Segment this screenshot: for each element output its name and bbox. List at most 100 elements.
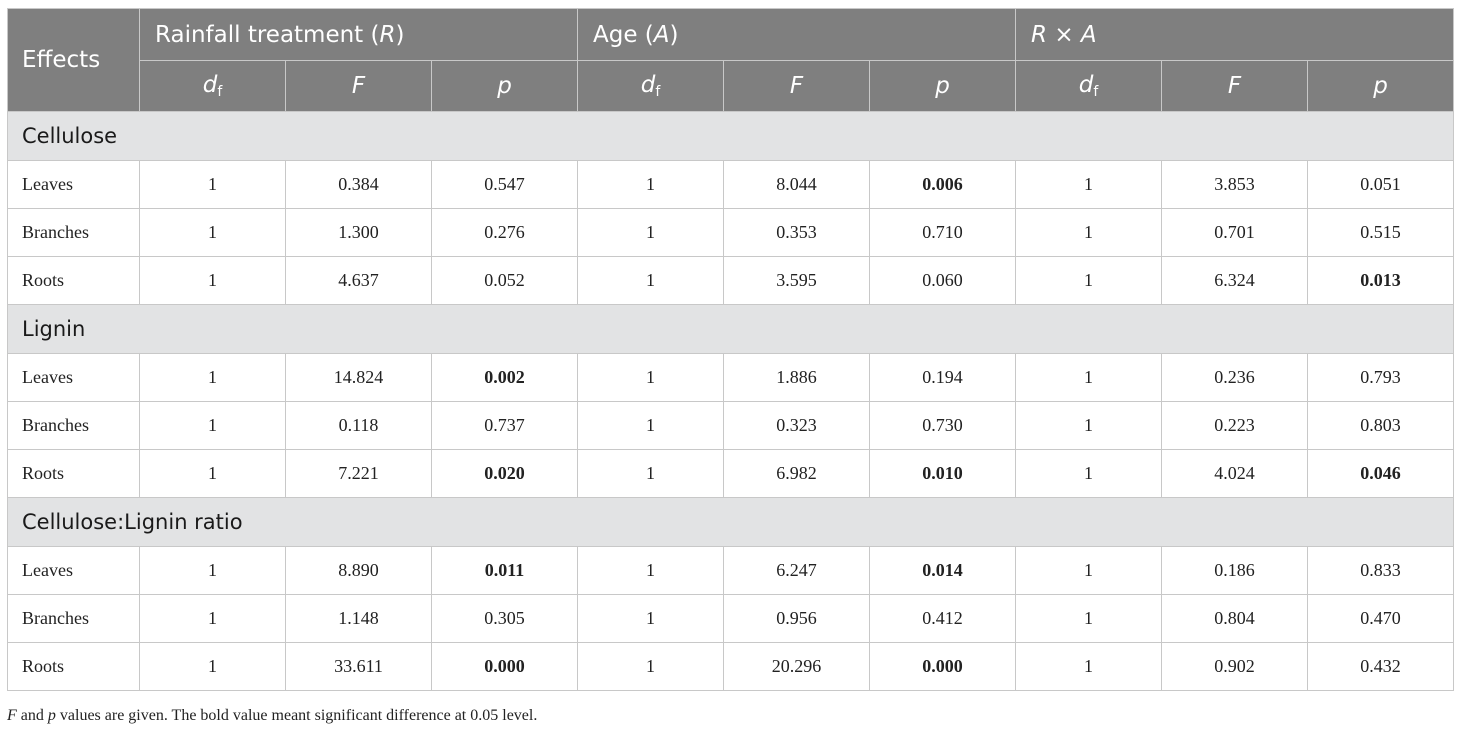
table-cell: 1 — [577, 160, 725, 209]
group-header-rainfall: Rainfall treatment (R) — [138, 8, 579, 61]
subheader-f: F — [1161, 60, 1309, 112]
table-cell: 0.803 — [1307, 401, 1455, 450]
table-cell: 0.051 — [1307, 160, 1455, 209]
table-cell: 1 — [139, 449, 286, 498]
table-cell: 1 — [577, 256, 725, 305]
table-cell: 1 — [139, 160, 286, 209]
table-cell: 0.515 — [1307, 208, 1455, 257]
table-cell: 0.793 — [1307, 353, 1455, 402]
row-label: Leaves — [7, 353, 140, 402]
table-cell: 0.710 — [869, 208, 1017, 257]
table-cell: 1 — [1015, 546, 1163, 595]
table-cell: 1 — [139, 256, 286, 305]
table-cell: 0.002 — [430, 353, 579, 402]
table-cell: 6.982 — [723, 449, 871, 498]
table-cell: 0.118 — [285, 401, 432, 450]
table-row: Roots 1 7.221 0.020 1 6.982 0.010 1 4.024 0.046 — [7, 449, 1455, 498]
table-cell: 4.024 — [1161, 449, 1309, 498]
table-header: Effects Rainfall treatment (R) Age (A) R… — [7, 8, 1455, 112]
table-cell: 0.236 — [1161, 353, 1309, 402]
table-cell: 0.000 — [430, 642, 579, 691]
table-cell: 0.194 — [869, 353, 1017, 402]
table-cell: 1 — [139, 642, 286, 691]
section-title: Cellulose — [6, 111, 1455, 161]
table-cell: 7.221 — [285, 449, 432, 498]
table-cell: 1 — [1015, 401, 1163, 450]
subheader-f: F — [285, 60, 432, 112]
table-cell: 0.006 — [869, 160, 1017, 209]
table-cell: 0.010 — [869, 449, 1017, 498]
table-cell: 0.013 — [1307, 256, 1455, 305]
table-cell: 0.737 — [430, 401, 579, 450]
table-cell: 8.044 — [723, 160, 871, 209]
table-cell: 1 — [1015, 208, 1163, 257]
table-cell: 0.412 — [869, 594, 1017, 643]
table-cell: 0.804 — [1161, 594, 1309, 643]
table-cell: 14.824 — [285, 353, 432, 402]
table-cell: 0.323 — [723, 401, 871, 450]
subheader-df: df — [139, 60, 286, 112]
subheader-df: df — [1015, 60, 1163, 112]
table-cell: 1 — [1015, 449, 1163, 498]
anova-table: Effects Rainfall treatment (R) Age (A) R… — [6, 8, 1455, 691]
group-header-interaction: R × A — [1015, 8, 1455, 61]
table-cell: 0.547 — [430, 160, 579, 209]
table-row: Branches 1 1.300 0.276 1 0.353 0.710 1 0.701 0.51… — [7, 208, 1455, 257]
table-cell: 3.853 — [1161, 160, 1309, 209]
row-label: Leaves — [7, 546, 140, 595]
table-row: Roots 1 4.637 0.052 1 3.595 0.060 1 6.324 0.013 — [7, 256, 1455, 305]
table-cell: 0.000 — [869, 642, 1017, 691]
table-cell: 0.432 — [1307, 642, 1455, 691]
table-cell: 0.020 — [430, 449, 579, 498]
table-cell: 1 — [139, 546, 286, 595]
subheader-df: df — [577, 60, 725, 112]
table-cell: 0.186 — [1161, 546, 1309, 595]
table-cell: 1 — [139, 353, 286, 402]
row-label: Roots — [7, 449, 140, 498]
table-cell: 0.305 — [430, 594, 579, 643]
table-cell: 4.637 — [285, 256, 432, 305]
table-cell: 1 — [577, 449, 725, 498]
table-cell: 1 — [1015, 160, 1163, 209]
table-row: Branches 1 0.118 0.737 1 0.323 0.730 1 0.223 0.80… — [7, 401, 1455, 450]
row-label: Roots — [7, 256, 140, 305]
subheader-p: p — [430, 60, 579, 112]
table-cell: 0.956 — [723, 594, 871, 643]
table-cell: 1 — [1015, 256, 1163, 305]
table-cell: 0.060 — [869, 256, 1017, 305]
table-cell: 3.595 — [723, 256, 871, 305]
row-label: Leaves — [7, 160, 140, 209]
table-row: Branches 1 1.148 0.305 1 0.956 0.412 1 0.804 0.47… — [7, 594, 1455, 643]
table-cell: 1 — [139, 594, 286, 643]
table-cell: 1 — [577, 208, 725, 257]
table-cell: 1 — [577, 353, 725, 402]
table-row: Leaves 1 14.824 0.002 1 1.886 0.194 1 0.236 0.793 — [7, 353, 1455, 402]
row-label: Branches — [7, 594, 140, 643]
subheader-p: p — [1307, 60, 1455, 112]
table-cell: 0.046 — [1307, 449, 1455, 498]
group-header-age: Age (A) — [577, 8, 1017, 61]
table-cell: 1 — [577, 546, 725, 595]
effects-header: Effects — [7, 8, 140, 112]
section-title: Lignin — [6, 304, 1455, 354]
section-row: Lignin — [6, 304, 1455, 354]
table-cell: 1 — [577, 401, 725, 450]
table-body: Cellulose Leaves 1 0.384 0.547 1 8.044 0.006 1 3.… — [6, 111, 1455, 691]
row-label: Roots — [7, 642, 140, 691]
table-row: Leaves 1 8.890 0.011 1 6.247 0.014 1 0.186 0.833 — [7, 546, 1455, 595]
table-cell: 0.353 — [723, 208, 871, 257]
table-cell: 1 — [1015, 594, 1163, 643]
table-cell: 0.223 — [1161, 401, 1309, 450]
table-cell: 0.833 — [1307, 546, 1455, 595]
section-row: Cellulose:Lignin ratio — [6, 497, 1455, 547]
table-cell: 1 — [577, 642, 725, 691]
table-cell: 0.011 — [430, 546, 579, 595]
table-cell: 1 — [1015, 642, 1163, 691]
table-cell: 1 — [1015, 353, 1163, 402]
table-cell: 0.902 — [1161, 642, 1309, 691]
table-cell: 0.014 — [869, 546, 1017, 595]
row-label: Branches — [7, 208, 140, 257]
subheader-f: F — [723, 60, 871, 112]
table-cell: 1 — [139, 208, 286, 257]
